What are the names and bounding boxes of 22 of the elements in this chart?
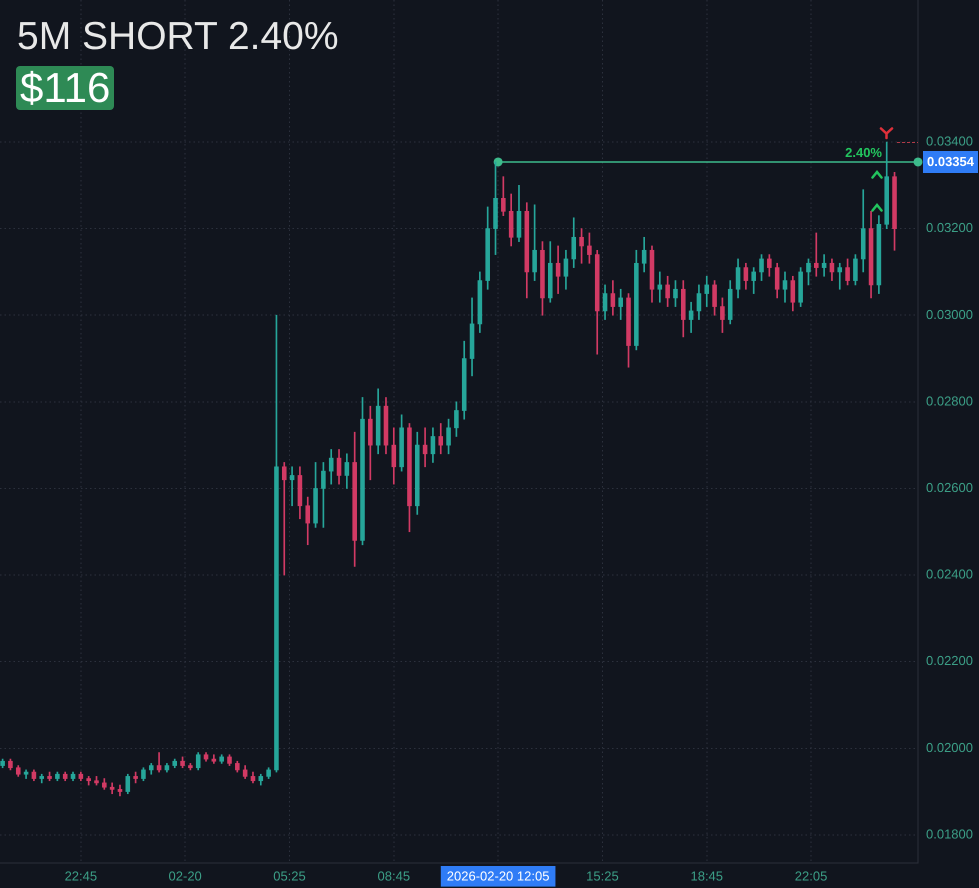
y-tick-label: 0.03200 — [926, 220, 973, 236]
x-tick-label: 05:25 — [273, 868, 306, 884]
x-tick-label: 2026-02-20 12:05 — [446, 868, 550, 884]
y-tick-label: 0.02200 — [926, 653, 973, 668]
x-tick-label: 08:45 — [378, 868, 410, 884]
y-tick-label: 0.03000 — [926, 306, 973, 322]
y-tick-label: 0.02800 — [926, 393, 973, 408]
y-tick-label: 0.01800 — [926, 826, 973, 842]
x-tick-label: 02-20 — [168, 868, 202, 884]
candlestick — [94, 776, 99, 786]
annotation: 2.40% — [845, 144, 882, 160]
x-tick-label: 15:25 — [586, 868, 619, 884]
chart-title: 5M SHORT 2.40% — [17, 15, 339, 59]
y-tick-label: 0.02000 — [926, 740, 973, 755]
x-tick-label: 22:05 — [794, 868, 828, 884]
y-tick-label: 0.03400 — [926, 134, 973, 149]
x-tick-label: 22:45 — [64, 868, 98, 884]
data-label: 0.03354 — [927, 154, 975, 170]
x-tick-label: 18:45 — [690, 868, 724, 884]
y-tick-label: 0.02600 — [926, 480, 973, 496]
text: $116 — [16, 64, 114, 111]
y-tick-label: 0.02400 — [926, 566, 973, 582]
